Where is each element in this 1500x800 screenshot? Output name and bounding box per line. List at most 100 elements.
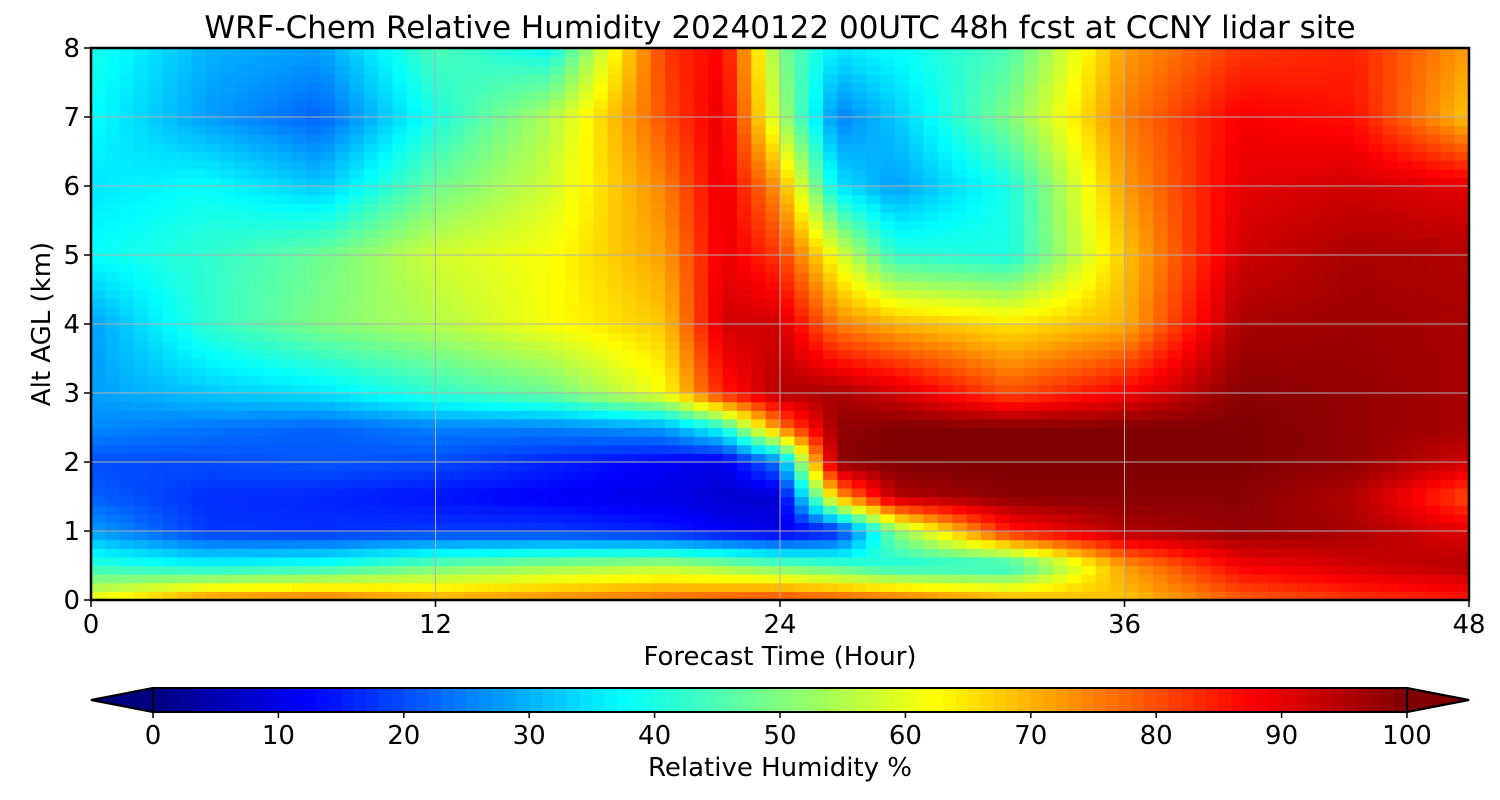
heatmap-cell [636,582,652,592]
heatmap-cell [722,393,738,403]
heatmap-cell [679,384,695,394]
heatmap-cell [406,341,422,351]
heatmap-cell [162,591,178,601]
heatmap-cell [1124,298,1140,308]
heatmap-cell [564,496,580,506]
heatmap-cell [995,505,1011,515]
heatmap-cell [277,462,293,472]
heatmap-cell [780,220,795,230]
heatmap-cell [263,341,279,351]
heatmap-cell [823,591,839,601]
heatmap-cell [1296,367,1312,377]
heatmap-cell [291,470,307,480]
heatmap-cell [1095,539,1111,549]
heatmap-cell [894,565,910,575]
heatmap-cell [421,505,437,515]
heatmap-cell [1210,505,1226,515]
heatmap-cell [349,444,365,454]
heatmap-cell [406,418,422,429]
heatmap-cell [449,306,465,316]
heatmap-cell [349,194,365,204]
heatmap-cell [464,444,480,454]
heatmap-cell [507,487,523,498]
heatmap-cell [866,427,882,437]
heatmap-cell [736,203,752,213]
heatmap-cell [780,505,795,515]
heatmap-cell [593,358,609,368]
heatmap-cell [1181,298,1197,308]
heatmap-cell [535,203,551,213]
heatmap-cell [679,574,695,584]
heatmap-cell [808,237,824,247]
heatmap-cell [1311,384,1327,394]
heatmap-cell [550,272,566,282]
heatmap-cell [808,513,824,523]
heatmap-cell [1167,177,1183,187]
heatmap-cell [1311,479,1327,489]
heatmap-cell [349,237,365,247]
heatmap-cell [636,315,652,325]
heatmap-cell [665,418,681,429]
heatmap-cell [564,505,580,515]
heatmap-cell [1224,358,1240,368]
heatmap-cell [478,393,494,403]
heatmap-cell [1296,453,1312,463]
heatmap-cell [1425,582,1441,592]
heatmap-cell [636,194,652,204]
heatmap-cell [1009,168,1025,178]
heatmap-cell [91,255,106,265]
heatmap-cell [564,531,580,541]
heatmap-cell [1167,531,1183,541]
heatmap-cell [665,151,681,161]
heatmap-cell [320,444,336,454]
heatmap-cell [866,418,882,429]
heatmap-cell [1181,591,1197,601]
heatmap-cell [1296,160,1312,170]
heatmap-cell [277,548,293,558]
heatmap-cell [794,358,810,368]
heatmap-cell [1440,194,1456,204]
heatmap-cell [837,375,853,385]
heatmap-cell [837,496,853,506]
heatmap-cell [378,453,394,463]
heatmap-cell [765,186,781,196]
heatmap-cell [406,186,422,196]
heatmap-cell [464,470,480,480]
heatmap-cell [1124,401,1140,411]
heatmap-cell [937,203,953,213]
heatmap-cell [636,375,652,385]
heatmap-cell [550,522,566,532]
heatmap-cell [622,272,638,282]
heatmap-cell [823,280,839,291]
heatmap-cell [1311,315,1327,325]
heatmap-cell [866,591,882,601]
heatmap-cell [378,272,394,282]
heatmap-cell [277,539,293,549]
heatmap-cell [1167,151,1183,161]
heatmap-cell [91,229,106,239]
heatmap-cell [335,220,350,230]
heatmap-cell [205,418,221,429]
heatmap-cell [349,160,365,170]
heatmap-cell [1210,513,1226,523]
heatmap-cell [507,151,523,161]
heatmap-cell [995,470,1011,480]
heatmap-cell [1024,401,1039,411]
heatmap-cell [464,436,480,446]
heatmap-cell [693,263,709,273]
heatmap-cell [335,177,350,187]
heatmap-cell [248,401,264,411]
heatmap-cell [1095,211,1111,222]
heatmap-cell [1124,582,1140,592]
heatmap-cell [708,487,724,498]
heatmap-cell [693,237,709,247]
heatmap-cell [1296,177,1312,187]
heatmap-cell [866,211,882,222]
heatmap-cell [1124,410,1140,420]
heatmap-cell [363,591,379,601]
heatmap-cell [894,255,910,265]
heatmap-cell [650,160,666,170]
heatmap-cell [1009,393,1025,403]
heatmap-cell [1440,582,1456,592]
heatmap-cell [880,393,896,403]
